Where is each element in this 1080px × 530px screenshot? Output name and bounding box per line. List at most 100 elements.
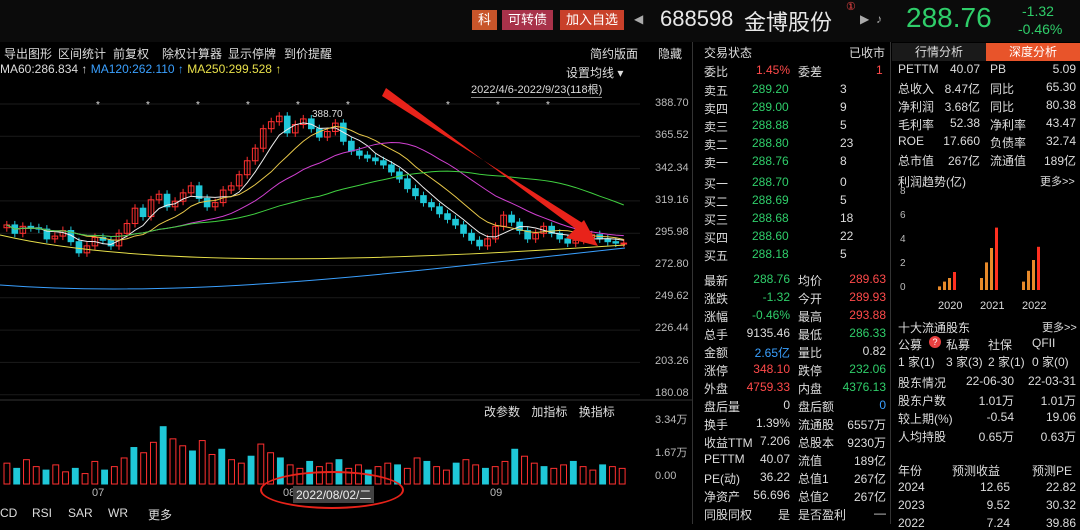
- ask-price[interactable]: 288.76: [752, 154, 789, 168]
- holder-row-label: 股东情况: [898, 376, 947, 390]
- ask-label: 卖三: [704, 120, 729, 134]
- holder-type[interactable]: 社保: [988, 338, 1013, 352]
- stat-value: 288.76: [753, 272, 790, 286]
- bid-price[interactable]: 288.68: [752, 211, 789, 225]
- next-stock-icon[interactable]: ▶: [860, 12, 870, 26]
- ma-line: [6, 122, 624, 245]
- ask-volume: 3: [840, 82, 847, 96]
- volume-bar: [579, 466, 587, 485]
- add-indicator-button[interactable]: 加指标: [531, 405, 568, 419]
- holder-type[interactable]: 公募: [898, 338, 923, 352]
- stat-value: -0.46%: [751, 308, 790, 322]
- event-marker-icon[interactable]: *: [346, 100, 350, 111]
- switch-indicator-button[interactable]: 换指标: [578, 405, 615, 419]
- candle: [444, 213, 451, 220]
- bid-price[interactable]: 288.69: [752, 193, 789, 207]
- bid-price[interactable]: 288.18: [752, 247, 789, 261]
- tab-rsi[interactable]: RSI: [32, 506, 53, 520]
- ask-price[interactable]: 289.00: [752, 100, 789, 114]
- holders-more-link[interactable]: 更多>>: [1042, 322, 1077, 334]
- stat-value: 9230万: [847, 436, 886, 450]
- bell-icon[interactable]: ♪: [876, 12, 882, 26]
- tab-sar[interactable]: SAR: [68, 506, 93, 520]
- add-watchlist-button[interactable]: 加入自选: [560, 10, 625, 30]
- ma-line: [6, 141, 624, 237]
- tab-deep-analysis[interactable]: 深度分析: [986, 43, 1080, 61]
- tab-more[interactable]: 更多: [148, 508, 173, 522]
- tab-market-analysis[interactable]: 行情分析: [892, 43, 986, 61]
- forward-adjust-button[interactable]: 前复权: [113, 47, 150, 61]
- event-marker-icon[interactable]: *: [546, 100, 550, 111]
- stat-label: 净资产: [704, 490, 741, 504]
- hide-button[interactable]: 隐藏: [658, 47, 683, 61]
- holder-row-value: 19.06: [1045, 410, 1076, 424]
- stock-name: 金博股份: [744, 10, 833, 35]
- stat-value: 286.33: [849, 326, 886, 340]
- price-alert-button[interactable]: 到价提醒: [284, 47, 333, 61]
- ask-price[interactable]: 288.80: [752, 136, 789, 150]
- event-marker-icon[interactable]: *: [446, 100, 450, 111]
- stat-label: 今开: [798, 292, 823, 306]
- bid-label: 买四: [704, 231, 729, 245]
- high-price-label: 388.70: [312, 109, 343, 120]
- event-marker-icon[interactable]: *: [296, 100, 300, 111]
- y-tick: 342.34: [655, 162, 689, 174]
- ma250-label: MA250:299.528: [187, 62, 272, 76]
- export-chart-button[interactable]: 导出图形: [4, 47, 53, 61]
- event-marker-icon[interactable]: *: [146, 100, 150, 111]
- holder-type[interactable]: QFII: [1032, 336, 1056, 350]
- forecast-head: 预测收益: [952, 464, 1001, 478]
- bid-price[interactable]: 288.70: [752, 175, 789, 189]
- ma-line: [6, 125, 624, 241]
- info-icon[interactable]: ①: [846, 1, 856, 13]
- candle: [155, 193, 163, 201]
- stat-label: 金额: [704, 346, 729, 360]
- show-suspension-button[interactable]: 显示停牌: [228, 47, 277, 61]
- bid-price[interactable]: 288.60: [752, 229, 789, 243]
- help-icon[interactable]: ?: [929, 336, 941, 348]
- volume-bar: [140, 452, 148, 485]
- ma-settings-button[interactable]: 设置均线 ▾: [566, 66, 624, 80]
- event-marker-icon[interactable]: *: [96, 100, 100, 111]
- simple-layout-button[interactable]: 简约版面: [590, 47, 639, 61]
- candle: [412, 188, 419, 197]
- holder-row-value: 22-03-31: [1027, 374, 1076, 388]
- event-marker-icon[interactable]: *: [246, 100, 250, 111]
- ask-price[interactable]: 289.20: [752, 82, 789, 96]
- stat-label: 量比: [798, 346, 823, 360]
- candle: [267, 121, 275, 130]
- holders-title: 十大流通股东: [898, 321, 971, 335]
- ex-rights-calc-button[interactable]: 除权计算器: [162, 47, 223, 61]
- stat-label: 盘后额: [798, 400, 835, 414]
- range-stats-button[interactable]: 区间统计: [58, 47, 107, 61]
- ask-volume: 23: [840, 136, 854, 150]
- stat-value: 293.88: [849, 308, 886, 322]
- fin-label: 同比: [990, 82, 1015, 96]
- prev-stock-icon[interactable]: ◀: [634, 12, 644, 26]
- candle: [243, 160, 251, 176]
- fin-label: 净利率: [990, 118, 1027, 132]
- star-market-tag[interactable]: 科: [472, 10, 498, 30]
- stat-label: 最低: [798, 328, 823, 342]
- tab-wr[interactable]: WR: [108, 506, 128, 520]
- profit-more-link[interactable]: 更多>>: [1040, 176, 1075, 188]
- ask-price[interactable]: 288.88: [752, 118, 789, 132]
- holder-type[interactable]: 私募: [946, 338, 971, 352]
- stat-label: 涨停: [704, 364, 729, 378]
- quote-panel: 交易状态 已收市 委比 1.45% 委差 1 卖五 289.20 3 卖四 289.00 9 卖三 288…: [694, 42, 890, 524]
- event-marker-icon[interactable]: *: [496, 100, 500, 111]
- stat-value: 是: [777, 508, 790, 522]
- stat-label: 外盘: [704, 382, 729, 396]
- tab-cd[interactable]: CD: [0, 506, 18, 520]
- fin-label: 同比: [990, 100, 1015, 114]
- profit-bar: [953, 272, 956, 290]
- event-marker-icon[interactable]: *: [196, 100, 200, 111]
- volume-bar: [403, 467, 411, 485]
- fin-value: 40.07: [949, 62, 980, 76]
- trend-tick: 4: [900, 234, 906, 245]
- holder-row-value: -0.54: [986, 410, 1014, 424]
- edit-params-button[interactable]: 改参数: [484, 405, 521, 419]
- convertible-bond-button[interactable]: 可转债: [502, 10, 554, 30]
- price-chart[interactable]: ********** 388.70: [0, 60, 692, 524]
- ask-volume: 5: [840, 118, 847, 132]
